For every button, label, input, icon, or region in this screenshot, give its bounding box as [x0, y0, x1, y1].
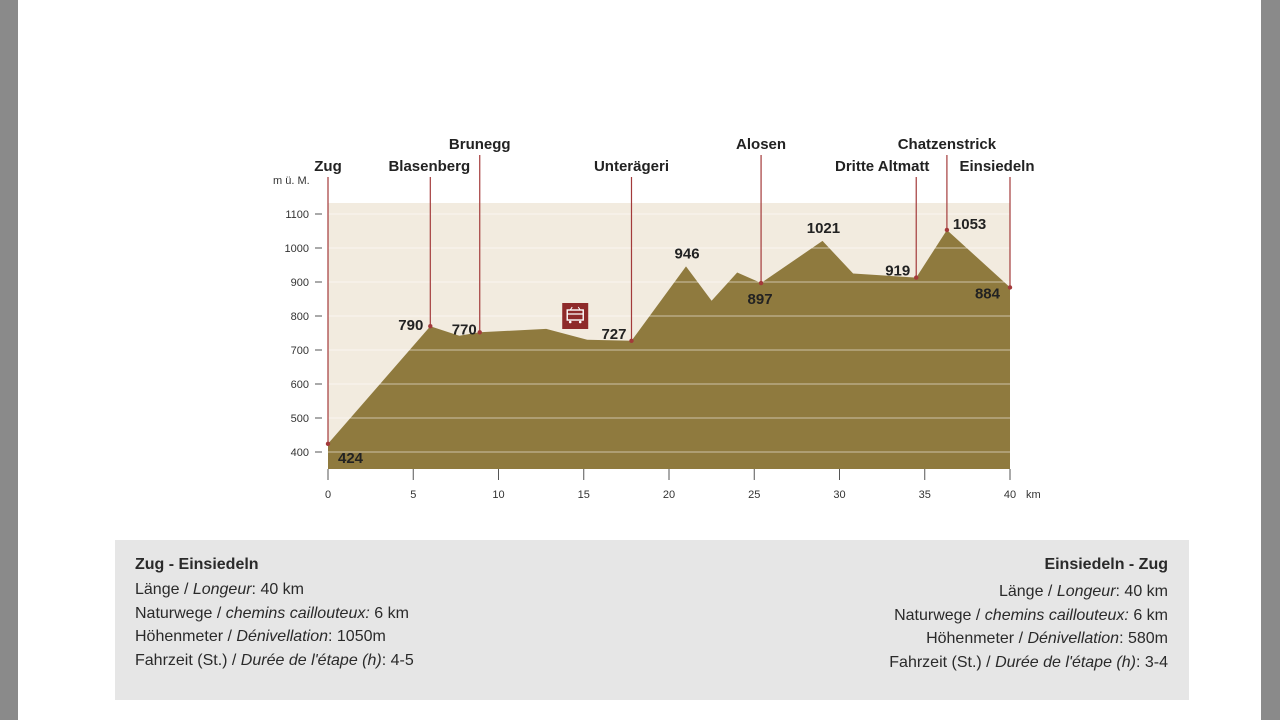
route-info-return: Einsiedeln - Zug Länge / Longeur: 40 km … [889, 556, 1168, 674]
gravel-label-fr: chemins caillouteux: [225, 604, 370, 622]
length-label-fr: Longeur [192, 581, 252, 598]
gravel-row: Naturwege / chemins caillouteux: 6 km [889, 604, 1168, 628]
y-unit-label: m ü. M. [273, 175, 310, 187]
y-tick-label: 400 [291, 447, 309, 459]
climb-value: : 1050m [328, 628, 386, 645]
time-label: Fahrzeit (St.) / [889, 653, 996, 671]
x-tick-label: 5 [410, 489, 416, 501]
waypoint-elevation-label: 897 [748, 291, 773, 308]
time-value: : 3-4 [1135, 653, 1168, 671]
climb-row: Höhenmeter / Dénivellation: 1050m [135, 625, 414, 649]
climb-label-fr: Dénivellation [1027, 630, 1120, 647]
time-label-fr: Durée de l'étape (h) [240, 651, 382, 669]
waypoint-elevation-label: 790 [398, 317, 423, 334]
x-tick-label: 40 [1004, 489, 1016, 501]
waypoint-marker-dot [944, 227, 950, 233]
y-tick-label: 600 [291, 379, 309, 391]
waypoint-name: Alosen [736, 136, 786, 153]
waypoint-marker-dot [914, 275, 919, 280]
rail-station-icon [562, 303, 589, 329]
waypoint-elevation-label: 919 [885, 263, 910, 280]
length-value: : 40 km [1115, 583, 1168, 600]
waypoint-name: Unterägeri [594, 158, 669, 175]
waypoint-name: Zug [314, 158, 342, 175]
page: 400 500 600 700 800 900 1000 1100 m ü. M. 0 5 10 15 2… [18, 0, 1261, 720]
peak-elevation-label: 946 [675, 245, 700, 262]
climb-value: : 580m [1119, 630, 1168, 647]
x-tick-label: 10 [492, 489, 504, 501]
length-row: Länge / Longeur: 40 km [135, 578, 414, 602]
time-row: Fahrzeit (St.) / Durée de l'étape (h): 3… [889, 651, 1168, 675]
waypoint-name: Brunegg [449, 136, 511, 153]
waypoint-elevation-label: 884 [975, 285, 1001, 302]
waypoint-marker-dot [1007, 285, 1013, 290]
waypoint-marker-dot [477, 330, 482, 335]
y-tick-label: 800 [291, 311, 309, 323]
length-label-fr: Longeur [1056, 583, 1116, 600]
time-label: Fahrzeit (St.) / [135, 651, 241, 669]
waypoint-name: Einsiedeln [959, 158, 1034, 175]
y-tick-label: 1100 [285, 209, 309, 221]
waypoint-name: Dritte Altmatt [835, 158, 929, 175]
length-label: Länge / [998, 583, 1057, 600]
route-title: Zug - Einsiedeln [135, 556, 259, 573]
x-tick-label: 25 [748, 489, 760, 501]
climb-label: Höhenmeter / [926, 630, 1028, 647]
waypoint-marker-dot [325, 441, 331, 447]
climb-label-fr: Dénivellation [236, 628, 328, 645]
gravel-value: 6 km [369, 604, 409, 622]
route-info-outbound: Zug - Einsiedeln Länge / Longeur: 40 km … [135, 556, 414, 672]
gravel-label: Naturwege / [894, 606, 985, 624]
x-tick-label: 30 [833, 489, 845, 501]
waypoint-marker-dot [758, 280, 764, 286]
x-tick-label: 0 [325, 489, 331, 501]
waypoint-elevation-label: 424 [338, 450, 364, 467]
x-tick-label: 35 [919, 489, 931, 501]
waypoint-elevation-label: 727 [601, 326, 626, 343]
y-tick-label: 1000 [285, 243, 309, 255]
y-tick-label: 500 [291, 413, 309, 425]
waypoint-marker-dot [428, 324, 433, 329]
gravel-label-fr: chemins caillouteux: [984, 606, 1129, 624]
x-tick-label: 15 [578, 489, 590, 501]
waypoint-name: Blasenberg [388, 158, 470, 175]
waypoint-name: Chatzenstrick [898, 136, 997, 153]
x-unit-label: km [1026, 489, 1041, 501]
y-tick-label: 900 [291, 277, 309, 289]
elevation-profile-chart: 400 500 600 700 800 900 1000 1100 m ü. M. 0 5 10 15 2… [273, 136, 1041, 501]
gravel-row: Naturwege / chemins caillouteux: 6 km [135, 602, 414, 626]
waypoint-elevation-label: 1053 [953, 216, 986, 233]
x-tick-label: 20 [663, 489, 675, 501]
time-value: : 4-5 [381, 651, 414, 669]
waypoint-marker-dot [629, 338, 634, 344]
time-label-fr: Durée de l'étape (h) [995, 653, 1136, 671]
gravel-label: Naturwege / [135, 604, 226, 622]
length-row: Länge / Longeur: 40 km [889, 580, 1168, 604]
climb-label: Höhenmeter / [135, 628, 237, 645]
y-tick-label: 700 [291, 345, 309, 357]
length-label: Länge / [135, 581, 193, 598]
climb-row: Höhenmeter / Dénivellation: 580m [889, 627, 1168, 651]
time-row: Fahrzeit (St.) / Durée de l'étape (h): 4… [135, 649, 414, 673]
route-info-panel: Zug - Einsiedeln Länge / Longeur: 40 km … [115, 540, 1189, 700]
length-value: : 40 km [251, 581, 305, 598]
route-title: Einsiedeln - Zug [1044, 556, 1168, 573]
peak-elevation-label: 1021 [807, 220, 840, 237]
waypoint-elevation-label: 770 [452, 321, 477, 338]
gravel-value: 6 km [1128, 606, 1168, 624]
